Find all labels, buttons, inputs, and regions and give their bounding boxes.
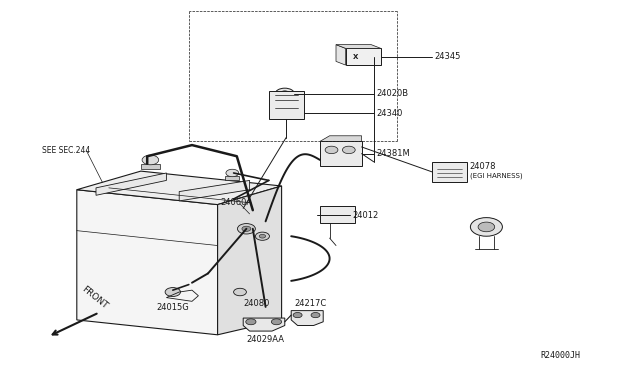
Circle shape xyxy=(226,169,239,177)
Circle shape xyxy=(325,146,338,154)
Text: 24015G: 24015G xyxy=(156,303,189,312)
Circle shape xyxy=(280,91,290,97)
Circle shape xyxy=(311,312,320,318)
Bar xyxy=(269,91,304,119)
Polygon shape xyxy=(336,45,381,48)
Text: 24078: 24078 xyxy=(470,162,496,171)
Polygon shape xyxy=(291,311,323,326)
Text: 24345: 24345 xyxy=(434,52,460,61)
Circle shape xyxy=(255,232,269,240)
Text: 24381M: 24381M xyxy=(376,149,410,158)
Circle shape xyxy=(259,234,266,238)
Polygon shape xyxy=(96,173,166,195)
Circle shape xyxy=(142,155,159,165)
Polygon shape xyxy=(77,171,282,205)
Circle shape xyxy=(165,288,180,296)
Circle shape xyxy=(342,146,355,154)
Circle shape xyxy=(275,88,294,99)
Text: 24029AA: 24029AA xyxy=(246,335,284,344)
Circle shape xyxy=(293,312,302,318)
Text: R24000JH: R24000JH xyxy=(541,351,581,360)
Text: X: X xyxy=(353,54,358,60)
Text: FRONT: FRONT xyxy=(80,285,109,311)
Text: 24012: 24012 xyxy=(352,211,378,219)
Polygon shape xyxy=(179,180,250,201)
Polygon shape xyxy=(218,186,282,335)
Circle shape xyxy=(470,218,502,236)
Circle shape xyxy=(242,226,251,231)
Bar xyxy=(432,162,467,182)
Bar xyxy=(346,48,381,65)
Polygon shape xyxy=(320,136,362,141)
Text: SEE SEC.244: SEE SEC.244 xyxy=(42,146,90,155)
Circle shape xyxy=(246,319,256,325)
Polygon shape xyxy=(336,45,346,65)
Text: 24020B: 24020B xyxy=(376,89,408,98)
Polygon shape xyxy=(243,318,285,331)
Text: 24080: 24080 xyxy=(243,299,269,308)
Text: 24217C: 24217C xyxy=(294,299,326,308)
Text: 24060A: 24060A xyxy=(221,198,253,207)
Bar xyxy=(320,206,355,223)
Bar xyxy=(225,176,239,180)
Polygon shape xyxy=(77,190,218,335)
Text: (EGI HARNESS): (EGI HARNESS) xyxy=(470,172,522,179)
Text: 24340: 24340 xyxy=(376,109,403,118)
Bar xyxy=(141,164,160,169)
Circle shape xyxy=(237,224,255,234)
Bar xyxy=(320,141,362,166)
Circle shape xyxy=(271,319,282,325)
Circle shape xyxy=(234,288,246,296)
Circle shape xyxy=(478,222,495,232)
